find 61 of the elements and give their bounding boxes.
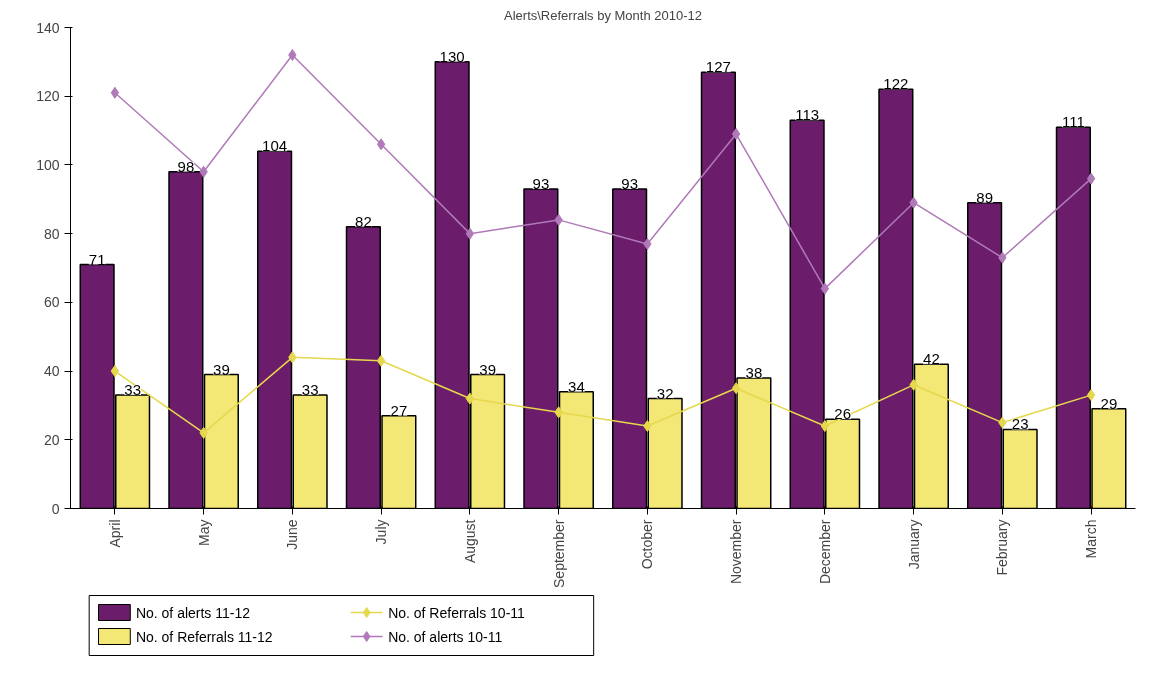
y-tick-label: 140 bbox=[36, 19, 60, 36]
legend-label: No. of Referrals 10-11 bbox=[388, 604, 526, 621]
data-label: 33 bbox=[301, 381, 319, 399]
data-label: 89 bbox=[976, 188, 993, 206]
data-label: 32 bbox=[656, 384, 674, 402]
point bbox=[110, 86, 120, 99]
data-label: 38 bbox=[745, 363, 763, 381]
x-tick-label: March bbox=[1083, 519, 1100, 559]
point bbox=[465, 392, 475, 405]
data-label: 26 bbox=[834, 405, 851, 423]
x-tick-label: December bbox=[816, 519, 833, 585]
data-label: 93 bbox=[621, 174, 638, 192]
data-label: 104 bbox=[262, 137, 288, 155]
point bbox=[820, 282, 830, 295]
data-label: 71 bbox=[88, 250, 106, 268]
chart-title: Alerts\Referrals by Month 2010-12 bbox=[504, 7, 702, 23]
data-label: 39 bbox=[213, 360, 230, 378]
point bbox=[376, 138, 386, 151]
data-label: 34 bbox=[568, 377, 585, 395]
x-tick-label: August bbox=[461, 519, 478, 564]
legend-label: No. of alerts 10-11 bbox=[388, 628, 503, 645]
data-label: 93 bbox=[532, 174, 550, 192]
x-tick-label: July bbox=[373, 519, 390, 545]
point bbox=[465, 227, 475, 240]
y-tick-label: 80 bbox=[43, 225, 60, 242]
x-tick-label: April bbox=[106, 519, 123, 548]
point bbox=[731, 128, 741, 141]
point bbox=[1086, 172, 1096, 185]
data-label: 113 bbox=[795, 106, 820, 124]
x-tick-label: June bbox=[284, 519, 301, 550]
x-tick-label: October bbox=[639, 519, 656, 570]
data-label: 127 bbox=[705, 58, 731, 76]
x-tick-label: September bbox=[550, 519, 567, 588]
point bbox=[110, 365, 120, 378]
data-label: 29 bbox=[1100, 394, 1118, 412]
data-label: 42 bbox=[923, 350, 940, 368]
y-tick-label: 60 bbox=[43, 294, 60, 311]
data-label: 39 bbox=[479, 360, 496, 378]
data-label: 98 bbox=[177, 157, 195, 175]
y-tick-label: 40 bbox=[43, 363, 60, 380]
point bbox=[376, 354, 386, 367]
x-tick-label: November bbox=[728, 519, 745, 585]
point bbox=[1086, 389, 1096, 402]
legend-label: No. of Referrals 11-12 bbox=[135, 628, 273, 645]
x-tick-label: January bbox=[905, 519, 922, 570]
point bbox=[731, 382, 741, 395]
x-tick-label: February bbox=[994, 519, 1011, 576]
data-label: 82 bbox=[355, 212, 372, 230]
data-label: 122 bbox=[883, 75, 909, 93]
point bbox=[820, 420, 830, 433]
data-label: 111 bbox=[1061, 113, 1085, 131]
data-label: 130 bbox=[439, 47, 465, 65]
data-label: 27 bbox=[390, 401, 408, 419]
data-label: 23 bbox=[1011, 415, 1029, 433]
y-tick-label: 120 bbox=[36, 88, 60, 105]
y-tick-label: 0 bbox=[51, 500, 60, 517]
data-label: 33 bbox=[124, 381, 141, 399]
y-tick-label: 20 bbox=[43, 431, 60, 448]
legend-label: No. of alerts 11-12 bbox=[135, 604, 251, 621]
y-tick-label: 100 bbox=[36, 156, 60, 173]
x-tick-label: May bbox=[195, 519, 212, 546]
